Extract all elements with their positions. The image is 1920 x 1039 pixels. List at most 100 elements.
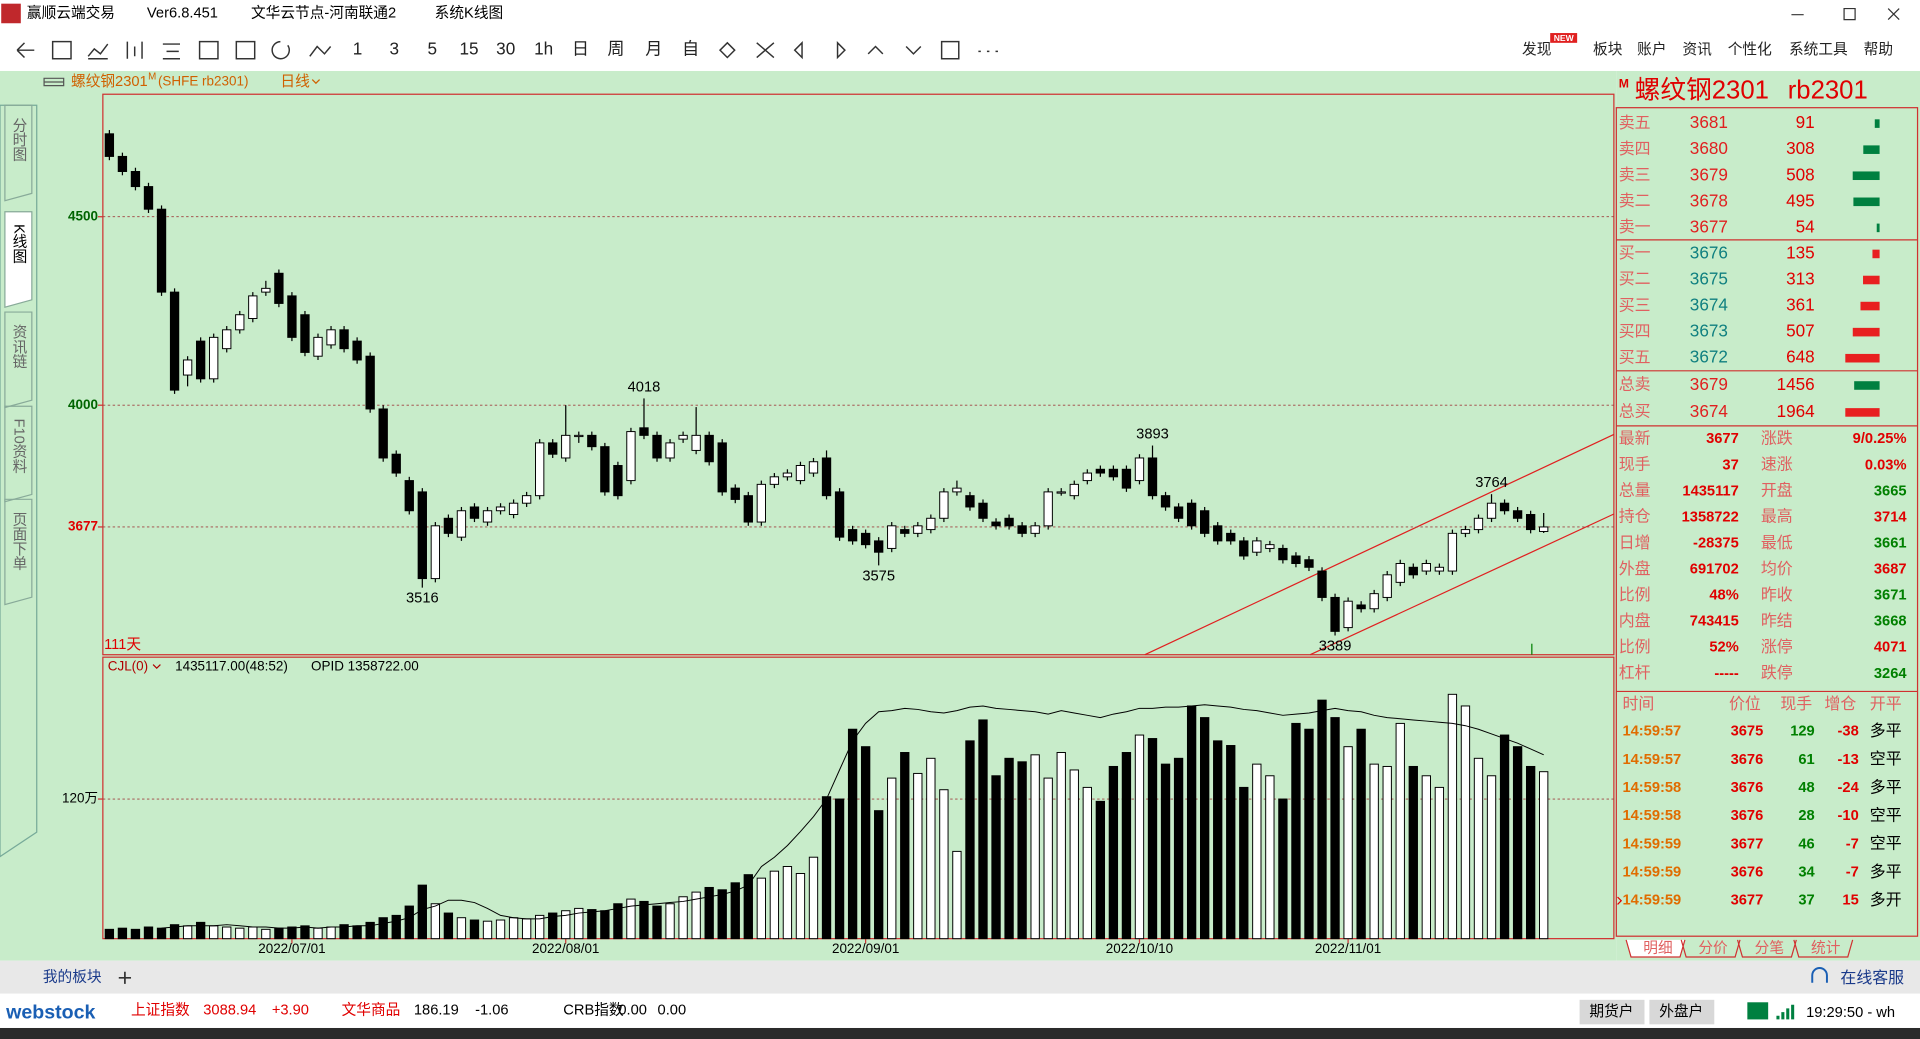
- quote-tab[interactable]: 分笔: [1755, 939, 1784, 956]
- volume-bar: [561, 910, 571, 940]
- candle-body: [1043, 491, 1053, 527]
- quote-panel-bg: [1616, 70, 1920, 961]
- candle-body: [1408, 566, 1418, 576]
- side-tab[interactable]: 页面下单: [10, 512, 26, 571]
- candle-body: [691, 434, 701, 451]
- period-button[interactable]: 日: [572, 39, 589, 59]
- candle-body: [195, 340, 206, 380]
- volume-bar: [287, 926, 297, 940]
- trade-type: 空平: [1870, 806, 1902, 824]
- candle-body: [1265, 544, 1275, 549]
- menu-item[interactable]: 系统工具: [1789, 41, 1848, 58]
- tab-outline[interactable]: [1625, 939, 1686, 958]
- high-annotation: 3893: [1136, 426, 1169, 442]
- menu-item[interactable]: 发现: [1522, 41, 1552, 58]
- candle-body: [1239, 540, 1249, 557]
- account-label[interactable]: 期货户: [1589, 1003, 1633, 1020]
- stat-label: 最新: [1619, 430, 1651, 448]
- volume-bar: [1239, 786, 1249, 940]
- tab-outline[interactable]: [1680, 939, 1741, 958]
- period-button[interactable]: 5: [427, 39, 437, 59]
- low-annotation: 3575: [862, 568, 895, 584]
- candle-body: [548, 442, 558, 455]
- trade-type: 多平: [1870, 863, 1902, 881]
- book-bar: [1852, 327, 1880, 337]
- stat-label: 日增: [1619, 534, 1651, 552]
- trade-change: -24: [1838, 780, 1860, 796]
- candle-body: [978, 502, 988, 519]
- index-name: CRB指数: [563, 1002, 624, 1019]
- tab-outline[interactable]: [1736, 939, 1797, 958]
- task-strip: [0, 1027, 1920, 1039]
- period-button[interactable]: 1h: [534, 39, 553, 59]
- volume-bar: [704, 886, 714, 940]
- volume-bar: [639, 900, 649, 940]
- candle-body: [1082, 472, 1092, 482]
- candle-body: [313, 336, 323, 357]
- candle-body: [104, 133, 115, 157]
- side-tab[interactable]: 资讯链: [10, 324, 26, 368]
- candle-body: [1173, 506, 1184, 519]
- book-volume: 313: [1786, 269, 1815, 289]
- account-button[interactable]: [1649, 999, 1715, 1025]
- volume-bar: [1512, 746, 1523, 940]
- volume-bar: [391, 914, 401, 940]
- volume-bar: [900, 752, 910, 940]
- volume-bar: [730, 882, 740, 940]
- account-label[interactable]: 外盘户: [1659, 1002, 1703, 1020]
- candle-body: [1004, 517, 1014, 527]
- candle-body: [874, 540, 884, 553]
- side-tab[interactable]: 分时图: [10, 117, 26, 161]
- window-controls[interactable]: [1791, 7, 1900, 21]
- candle-body: [1252, 540, 1262, 553]
- candle-body: [443, 517, 454, 534]
- volume-bar: [1499, 734, 1510, 940]
- period-button[interactable]: 3: [390, 39, 400, 59]
- volume-bar: [1147, 738, 1158, 940]
- add-board[interactable]: [118, 971, 132, 984]
- volume-bar: [991, 775, 1001, 940]
- menu-item[interactable]: 账户: [1637, 41, 1666, 58]
- volume-bar: [1278, 798, 1288, 940]
- service-icon: [1811, 967, 1828, 983]
- service-link[interactable]: 在线客服: [1840, 969, 1904, 987]
- menu-item[interactable]: 个性化: [1728, 41, 1772, 58]
- period-button[interactable]: 自: [682, 39, 699, 59]
- tab-outline[interactable]: [1793, 939, 1854, 958]
- account-button[interactable]: [1579, 999, 1645, 1025]
- period-button[interactable]: 30: [496, 39, 515, 59]
- period-button[interactable]: 15: [459, 39, 478, 59]
- trade-time: 14:59:59: [1622, 864, 1681, 880]
- period-button[interactable]: 月: [645, 39, 662, 59]
- volume-bar: [587, 909, 597, 940]
- book-bar: [1860, 301, 1880, 311]
- period-button[interactable]: 周: [607, 39, 624, 59]
- candle-body: [1395, 563, 1405, 583]
- menu-item[interactable]: 资讯: [1682, 41, 1712, 58]
- menu-item[interactable]: 帮助: [1864, 41, 1893, 58]
- stat-value: 48%: [1709, 588, 1738, 604]
- stat-label: 均价: [1761, 560, 1793, 578]
- period-button[interactable]: 1: [353, 39, 363, 59]
- side-tab-outline: [4, 104, 33, 202]
- menu-item[interactable]: 板块: [1593, 40, 1623, 58]
- low-annotation: 3389: [1319, 638, 1352, 654]
- candle-body: [1512, 510, 1523, 519]
- quote-tab[interactable]: 分价: [1698, 939, 1728, 956]
- trade-price: 3675: [1731, 724, 1764, 740]
- board-tab[interactable]: 我的板块: [43, 968, 102, 986]
- book-price: 3677: [1690, 216, 1728, 236]
- quote-tab[interactable]: 统计: [1811, 939, 1841, 956]
- candle-body: [535, 442, 545, 497]
- index-change: -1.06: [475, 1003, 508, 1019]
- side-tab[interactable]: F10资料: [10, 419, 26, 474]
- quote-tab[interactable]: 明细: [1643, 939, 1672, 956]
- toolbar-icons[interactable]: [16, 40, 998, 60]
- volume-bar: [443, 912, 454, 940]
- candle-body: [1460, 529, 1471, 534]
- volume-bar: [600, 910, 610, 940]
- side-tab[interactable]: K线图: [10, 224, 26, 263]
- period-select[interactable]: 日线: [280, 73, 310, 90]
- instrument-name: 螺纹钢2301: [71, 73, 148, 90]
- candle-body: [117, 155, 128, 172]
